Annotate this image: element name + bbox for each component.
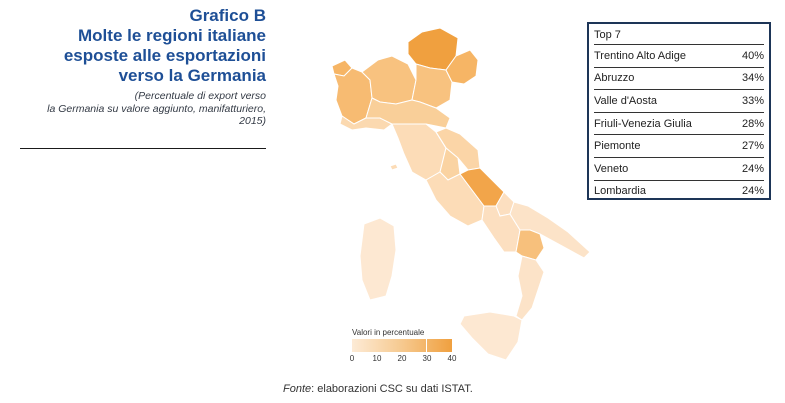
chart-note-line: 2015) <box>239 115 266 127</box>
region-name: Veneto <box>594 162 629 175</box>
region-value: 28% <box>741 117 764 130</box>
region-name: Trentino Alto Adige <box>594 49 686 62</box>
region-basilicata <box>515 229 545 261</box>
legend-tick: 20 <box>397 354 407 363</box>
chart-title-line: esposte alle esportazioni <box>63 46 266 65</box>
legend-gradient-bar <box>352 339 452 352</box>
table-row: Valle d'Aosta 33% <box>594 90 764 113</box>
region-sardegna <box>359 217 397 301</box>
table-row: Piemonte 27% <box>594 135 764 158</box>
legend-tick: 0 <box>349 354 355 363</box>
region-value: 40% <box>741 49 764 62</box>
region-name: Abruzzo <box>594 72 635 85</box>
legend-tick: 30 <box>422 354 432 363</box>
region-name: Friuli-Venezia Giulia <box>594 117 692 130</box>
region-name: Piemonte <box>594 140 641 153</box>
chart-note-line: la Germania su valore aggiunto, manifatt… <box>47 102 266 115</box>
legend-ticks: 0 10 20 30 40 <box>349 354 457 366</box>
table-row: Abruzzo 34% <box>594 68 764 91</box>
chart-title-line: verso la Germania <box>118 66 266 85</box>
region-emilia-romagna <box>365 97 451 129</box>
region-value: 24% <box>741 185 764 198</box>
heading-divider <box>20 148 266 149</box>
chart-note: (Percentuale di export verso la Germania… <box>20 90 266 128</box>
top7-table: Top 7 Trentino Alto Adige 40% Abruzzo 34… <box>587 22 771 200</box>
table-row: Lombardia 24% <box>594 181 764 203</box>
legend-tick: 40 <box>447 354 457 363</box>
region-friuli <box>445 49 479 85</box>
source-note: Fonte: elaborazioni CSC su dati ISTAT. <box>283 383 473 395</box>
chart-title-line: Molte le regioni italiane <box>78 26 266 45</box>
region-value: 33% <box>741 94 764 107</box>
table-row: Trentino Alto Adige 40% <box>594 45 764 68</box>
chart-note-line: (Percentuale di export verso <box>134 90 266 102</box>
region-shapes <box>331 27 590 361</box>
color-legend: Valori in percentuale 0 10 20 30 40 <box>347 328 462 366</box>
region-calabria <box>515 255 545 321</box>
region-veneto <box>411 63 453 109</box>
legend-tick: 10 <box>372 354 382 363</box>
table-row: Friuli-Venezia Giulia 28% <box>594 113 764 136</box>
region-value: 27% <box>741 140 764 153</box>
source-prefix: Fonte <box>283 383 312 395</box>
region-value: 34% <box>741 72 764 85</box>
legend-marker-30 <box>426 339 427 352</box>
top7-title: Top 7 <box>594 26 764 45</box>
region-sicilia <box>459 311 523 361</box>
region-name: Valle d'Aosta <box>594 94 658 107</box>
chart-label: Grafico B <box>189 6 266 25</box>
island-elba <box>389 163 399 171</box>
table-row: Veneto 24% <box>594 158 764 181</box>
region-liguria <box>339 115 393 131</box>
region-name: Lombardia <box>594 185 646 198</box>
region-value: 24% <box>741 162 764 175</box>
legend-title: Valori in percentuale <box>352 328 425 337</box>
source-text: : elaborazioni CSC su dati ISTAT. <box>311 383 473 395</box>
italy-map <box>331 27 590 361</box>
chart-heading: Grafico B Molte le regioni italiane espo… <box>20 6 266 128</box>
